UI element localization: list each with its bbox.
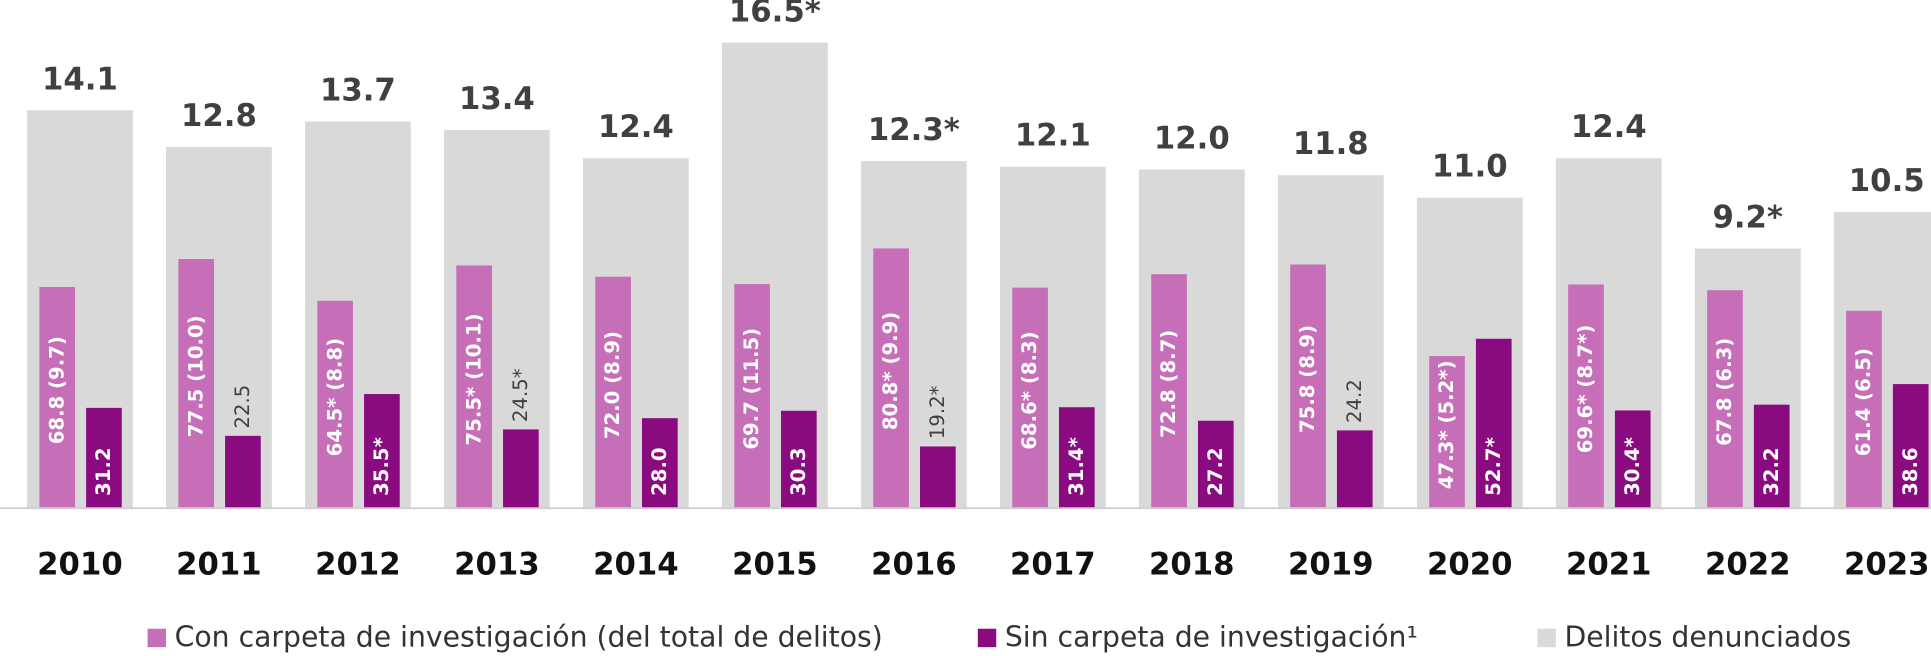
x-tick-label: 2011	[176, 546, 262, 582]
x-tick-label: 2018	[1149, 546, 1235, 582]
con-bar	[1707, 290, 1743, 509]
legend-label: Sin carpeta de investigación¹	[1005, 621, 1418, 654]
x-tick-label: 2017	[1010, 546, 1096, 582]
total-label: 12.8	[181, 98, 257, 134]
x-tick-label: 2016	[871, 546, 957, 582]
con-label: 80.8* (9.9)	[879, 312, 902, 430]
legend-swatch	[1537, 628, 1556, 648]
con-bar	[873, 248, 909, 509]
sin-bar	[1475, 338, 1512, 509]
sin-bar	[781, 410, 817, 509]
con-label: 72.0 (8.9)	[601, 331, 624, 439]
sin-label: 22.5	[231, 385, 254, 429]
sin-label: 30.4*	[1621, 437, 1644, 496]
sin-bar	[1892, 384, 1929, 509]
con-bar	[595, 276, 631, 509]
sin-bar	[642, 418, 678, 509]
x-tick-label: 2021	[1566, 546, 1652, 582]
con-label: 77.5 (10.0)	[184, 315, 207, 437]
x-tick-label: 2013	[454, 546, 540, 582]
sin-bar	[1336, 430, 1373, 509]
total-label: 12.3*	[868, 112, 960, 148]
sin-label: 38.6	[1899, 447, 1922, 496]
sin-label: 52.7*	[1482, 437, 1505, 496]
x-tick-label: 2015	[732, 546, 818, 582]
con-bar	[39, 286, 76, 509]
con-label: 72.8 (8.7)	[1157, 330, 1180, 438]
con-label: 61.4 (6.5)	[1852, 348, 1875, 456]
sin-label: 31.4*	[1065, 437, 1088, 496]
con-bar	[1568, 284, 1604, 509]
sin-label: 19.2*	[926, 385, 949, 439]
total-label: 11.8	[1293, 126, 1369, 162]
sin-bar	[364, 394, 400, 509]
con-bar	[456, 265, 492, 509]
con-bar	[178, 259, 215, 509]
con-label: 47.3* (5.2*)	[1435, 360, 1458, 489]
sin-label: 32.2	[1760, 447, 1783, 496]
sin-bar	[1614, 410, 1651, 509]
legend-label: Con carpeta de investigación (del total …	[175, 621, 883, 654]
total-label: 12.4	[598, 109, 674, 145]
con-bar	[1012, 287, 1048, 509]
total-label: 14.1	[42, 61, 118, 97]
x-tick-label: 2014	[593, 546, 679, 582]
con-bar	[317, 300, 353, 509]
legend-swatch	[977, 628, 997, 648]
con-label: 68.8 (9.7)	[45, 336, 68, 444]
total-label: 12.4	[1571, 109, 1647, 145]
con-label: 67.8 (6.3)	[1713, 338, 1736, 446]
sin-bar	[225, 435, 261, 509]
x-tick-label: 2010	[37, 546, 123, 582]
x-tick-label: 2012	[315, 546, 401, 582]
sin-label: 24.5*	[509, 368, 532, 422]
total-label: 13.7	[320, 73, 396, 109]
con-bar	[1290, 264, 1326, 509]
con-label: 75.8 (8.9)	[1296, 325, 1319, 433]
con-label: 64.5* (8.8)	[323, 338, 346, 456]
con-bar	[1429, 356, 1465, 509]
con-label: 69.7 (11.5)	[740, 328, 763, 450]
legend-swatch	[147, 628, 167, 648]
sin-label: 24.2	[1343, 379, 1366, 423]
con-bar	[734, 284, 770, 509]
sin-bar	[1753, 404, 1790, 509]
total-label: 12.0	[1154, 121, 1230, 157]
con-label: 68.6* (8.3)	[1018, 331, 1041, 449]
x-tick-label: 2019	[1288, 546, 1374, 582]
sin-label: 35.5*	[370, 437, 393, 496]
sin-label: 27.2	[1204, 447, 1227, 495]
total-label: 10.5	[1849, 163, 1925, 199]
sin-bar	[1197, 420, 1234, 509]
con-label: 75.5* (10.1)	[462, 313, 485, 445]
sin-bar	[1058, 407, 1095, 509]
x-tick-label: 2023	[1844, 546, 1930, 582]
total-label: 16.5*	[729, 0, 821, 30]
sin-label: 30.3	[787, 447, 810, 495]
total-label: 12.1	[1015, 118, 1091, 154]
x-tick-label: 2020	[1427, 546, 1513, 582]
sin-label: 28.0	[648, 447, 671, 495]
con-bar	[1846, 310, 1882, 509]
con-label: 69.6* (8.7*)	[1574, 325, 1597, 454]
sin-bar	[503, 429, 539, 509]
con-bar	[1151, 274, 1187, 509]
sin-label: 31.2	[92, 447, 115, 495]
sin-bar	[86, 407, 122, 509]
x-tick-label: 2022	[1705, 546, 1791, 582]
total-label: 9.2*	[1712, 200, 1783, 236]
total-label: 11.0	[1432, 149, 1508, 185]
legend-label: Delitos denunciados	[1564, 621, 1851, 654]
total-label: 13.4	[459, 81, 535, 117]
sin-bar	[919, 446, 956, 509]
